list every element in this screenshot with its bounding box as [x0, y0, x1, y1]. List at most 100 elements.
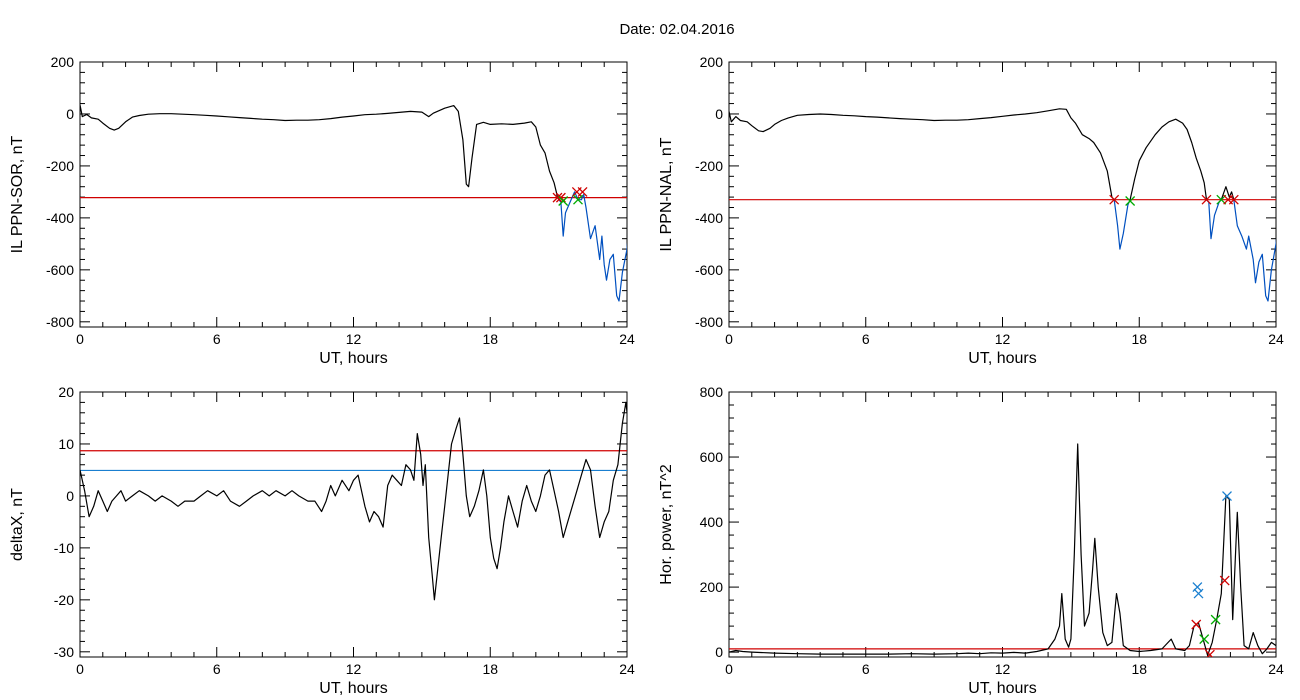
x-tick-label: 0: [725, 661, 733, 677]
plot-frame: [79, 391, 628, 658]
x-tick-label: 24: [619, 331, 635, 347]
x-marker-stroke: [1125, 196, 1136, 206]
x-marker: [1199, 634, 1210, 645]
x-marker: [577, 186, 588, 197]
chart-panel-il-ppn-sor: 0 6 12 18 24 -800 -600 -400 -200 0 200 UT, hours IL …: [9, 54, 654, 367]
x-tick-label: 12: [995, 661, 1011, 677]
series-line: [729, 443, 1276, 656]
y-tick-label: -200: [46, 158, 74, 174]
chart-panel-hor-power: 0 6 12 18 24 0 200 400 600 800 UT, hours Hor. power…: [658, 384, 1300, 697]
x-tick-label: 18: [482, 661, 498, 677]
y-tick-label: -600: [46, 262, 74, 278]
x-marker-stroke: [1109, 194, 1120, 205]
y-tick-label: 0: [66, 106, 74, 122]
x-axis-label: UT, hours: [319, 680, 387, 697]
x-marker-stroke: [645, 196, 654, 205]
y-tick-label: 0: [66, 488, 74, 504]
y-tick-label: -10: [54, 540, 74, 556]
x-tick-label: 12: [346, 661, 362, 677]
x-marker-stroke: [555, 192, 566, 203]
x-tick-label: 18: [1131, 331, 1147, 347]
x-marker-stroke: [577, 186, 588, 197]
series-line: [1113, 199, 1131, 250]
x-marker-stroke: [1193, 588, 1204, 599]
x-marker-stroke: [552, 192, 563, 203]
plot-frame: [79, 61, 628, 328]
data-area: [729, 443, 1300, 657]
y-tick-label: -400: [695, 210, 723, 226]
x-marker: [1193, 588, 1204, 599]
y-tick-label: 400: [700, 514, 724, 530]
y-tick-label: 200: [700, 54, 724, 70]
x-marker-stroke: [645, 196, 654, 205]
x-tick-label: 0: [725, 331, 733, 347]
y-tick-label: -800: [46, 314, 74, 330]
x-marker-stroke: [1294, 196, 1300, 205]
x-marker: [558, 196, 569, 206]
y-tick-label: -200: [695, 158, 723, 174]
chart-panel-il-ppn-nal: 0 6 12 18 24 -800 -600 -400 -200 0 200 UT, hours IL …: [658, 54, 1300, 367]
x-marker-stroke: [1199, 634, 1210, 645]
y-tick-label: 800: [700, 384, 724, 400]
series-line: [557, 191, 627, 302]
series-line: [729, 108, 1115, 201]
series-line: [80, 104, 559, 198]
y-tick-label: -600: [695, 262, 723, 278]
plot-frame: [728, 61, 1277, 328]
x-marker: [1222, 491, 1232, 502]
data-area: [80, 401, 627, 601]
x-marker: [1210, 614, 1221, 625]
x-tick-label: 18: [482, 331, 498, 347]
y-tick-label: -800: [695, 314, 723, 330]
y-tick-label: 200: [700, 579, 724, 595]
x-marker: [1191, 619, 1202, 630]
x-marker: [1228, 194, 1239, 205]
x-marker-stroke: [558, 196, 569, 206]
y-tick-label: -20: [54, 592, 74, 608]
x-tick-label: 24: [1268, 331, 1284, 347]
x-tick-label: 24: [619, 661, 635, 677]
chart-panel-deltax: 0 6 12 18 24 -30 -20 -10 0 10 20 UT, hours deltaX, n…: [9, 384, 635, 697]
x-marker-stroke: [1294, 648, 1300, 657]
x-marker-stroke: [1206, 649, 1215, 657]
y-tick-label: 20: [58, 384, 74, 400]
x-axis-label: UT, hours: [968, 350, 1036, 367]
x-axis-label: UT, hours: [968, 680, 1036, 697]
x-marker-stroke: [573, 194, 583, 205]
x-marker-stroke: [1228, 194, 1239, 205]
x-tick-label: 6: [862, 331, 870, 347]
x-marker: [1125, 196, 1136, 206]
y-tick-label: 0: [715, 106, 723, 122]
x-marker-stroke: [1294, 648, 1300, 657]
x-marker-stroke: [1191, 619, 1202, 630]
x-tick-label: 12: [995, 331, 1011, 347]
x-marker-stroke: [1219, 575, 1230, 586]
y-tick-label: 200: [51, 54, 75, 70]
x-marker-stroke: [1294, 196, 1300, 205]
x-marker: [1294, 648, 1300, 657]
x-marker-stroke: [1222, 491, 1232, 502]
x-axis-label: UT, hours: [319, 350, 387, 367]
y-tick-label: -400: [46, 210, 74, 226]
x-marker: [1294, 196, 1300, 205]
x-tick-label: 6: [213, 331, 221, 347]
x-tick-label: 0: [76, 661, 84, 677]
data-area: [729, 108, 1300, 302]
y-tick-label: 600: [700, 449, 724, 465]
x-marker: [552, 192, 563, 203]
x-tick-label: 18: [1131, 661, 1147, 677]
x-tick-label: 6: [862, 661, 870, 677]
y-tick-label: 10: [58, 436, 74, 452]
series-line: [1206, 199, 1222, 240]
y-axis-label: Hor. power, nT^2: [658, 464, 675, 585]
x-marker: [1109, 194, 1120, 205]
y-axis-label: IL PPN-SOR, nT: [9, 135, 26, 253]
x-marker: [1204, 649, 1215, 657]
x-marker: [645, 196, 654, 205]
data-area: [80, 104, 654, 302]
series-line: [1220, 186, 1235, 200]
x-marker-stroke: [1201, 194, 1212, 205]
series-line: [1129, 118, 1208, 200]
x-tick-label: 12: [346, 331, 362, 347]
